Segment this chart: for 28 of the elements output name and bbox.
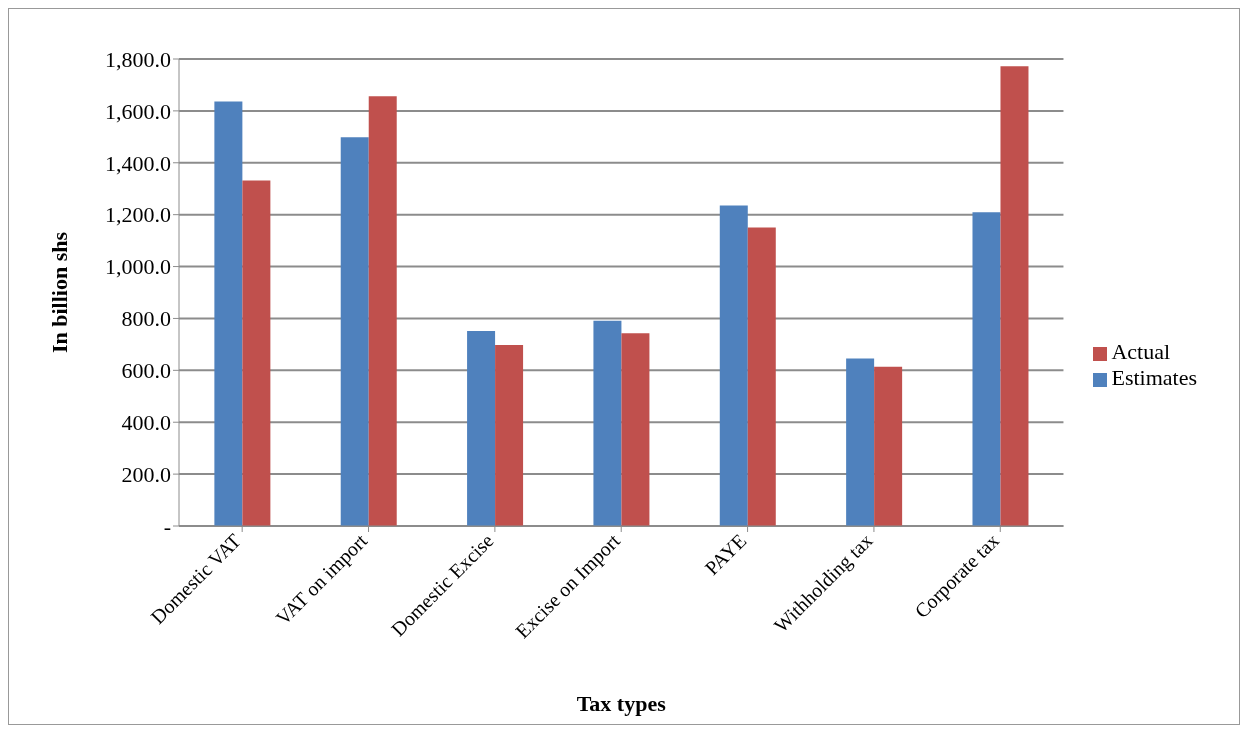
y-tick-label: 800.0	[121, 306, 171, 332]
bar	[621, 333, 650, 526]
y-tick-label: 1,000.0	[105, 254, 171, 280]
x-axis-title: Tax types	[576, 691, 667, 716]
bar	[368, 96, 397, 526]
y-tick-label: 600.0	[121, 358, 171, 384]
bar	[972, 212, 1001, 526]
y-tick-label: 1,800.0	[105, 46, 171, 72]
bar	[495, 344, 524, 526]
bar	[1000, 66, 1029, 526]
bar	[242, 180, 271, 526]
bar	[467, 330, 496, 526]
bar	[593, 320, 622, 526]
bar	[846, 358, 875, 526]
y-tick-label: 1,200.0	[105, 202, 171, 228]
legend-label: Estimates	[1111, 365, 1197, 390]
bar	[719, 205, 748, 526]
bar	[214, 101, 243, 526]
bar	[747, 227, 776, 526]
y-tick-label: 1,600.0	[105, 98, 171, 124]
legend-label: Actual	[1111, 339, 1171, 364]
y-tick-label: 1,400.0	[105, 150, 171, 176]
bar	[874, 366, 903, 526]
y-tick-label: -	[163, 513, 171, 539]
y-tick-label: 200.0	[121, 461, 171, 487]
y-tick-label: 400.0	[121, 410, 171, 436]
y-axis-title: In billion shs	[46, 231, 72, 354]
bar	[340, 137, 369, 526]
